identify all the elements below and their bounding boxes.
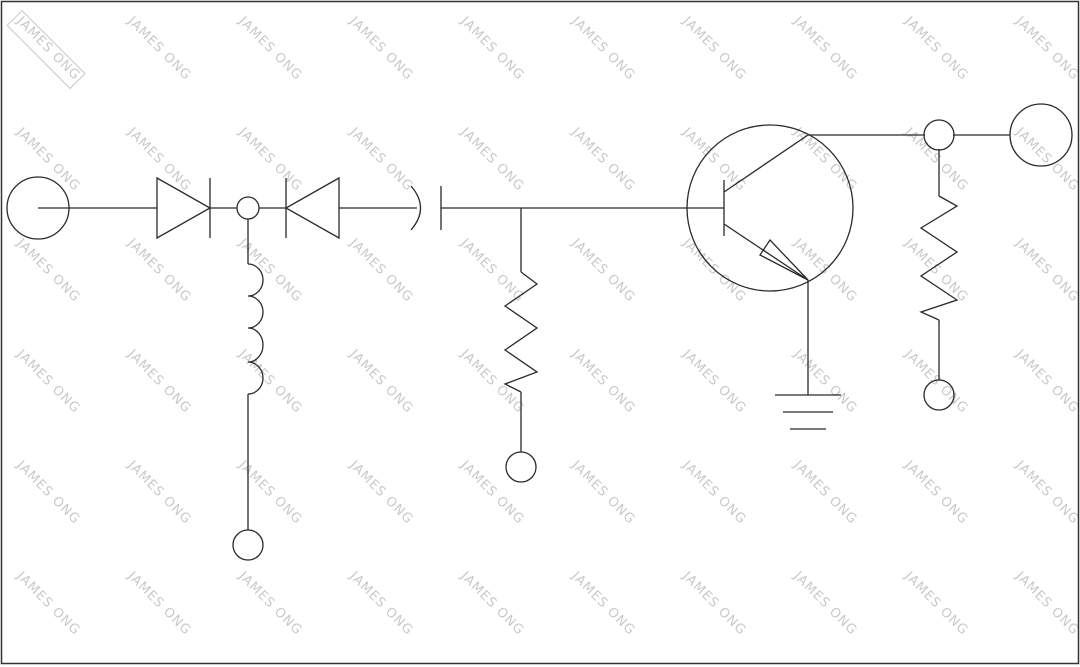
- resistor-1: [503, 271, 539, 393]
- wire-collector: [723, 134, 809, 193]
- junction-node: [236, 196, 260, 220]
- output-terminal: [1009, 103, 1073, 167]
- resistor-2: [919, 195, 959, 321]
- inductor: [247, 263, 264, 395]
- input-terminal: [6, 176, 70, 240]
- diode-2: [284, 176, 340, 240]
- resistor-1-terminal: [505, 451, 537, 483]
- capacitor: [410, 185, 442, 231]
- npn-transistor: [686, 124, 854, 292]
- diode-1: [156, 176, 212, 240]
- circuit-wires: [38, 134, 1010, 530]
- inductor-terminal: [232, 529, 264, 561]
- ground-symbol: [775, 394, 841, 430]
- circuit-components: [6, 103, 1073, 561]
- resistor-2-terminal: [923, 379, 955, 411]
- output-node: [923, 119, 955, 151]
